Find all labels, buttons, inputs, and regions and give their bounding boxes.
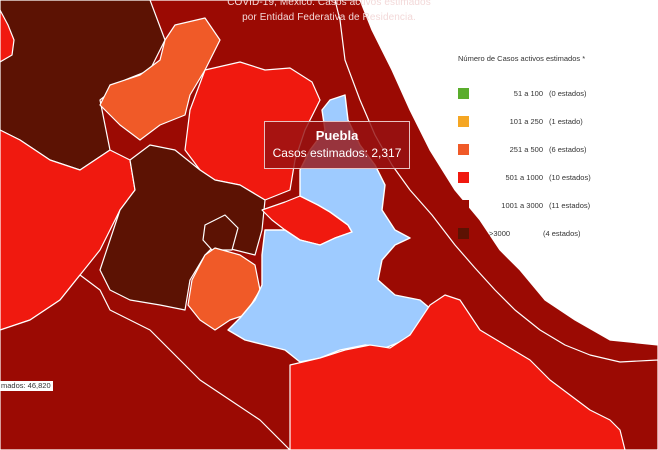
legend-item[interactable]: 251 a 500 (6 estados) — [458, 135, 656, 163]
legend-item[interactable]: 101 a 250 (1 estado) — [458, 107, 656, 135]
state-region-darkred-sw[interactable] — [0, 274, 291, 450]
legend-item[interactable]: 501 a 1000 (10 estados) — [458, 163, 656, 191]
legend-swatch — [458, 171, 469, 183]
map-title: COVID-19, México: Casos activos estimado… — [227, 0, 431, 8]
legend-count: (10 estados) — [549, 172, 591, 182]
legend-count: (6 estados) — [549, 144, 587, 154]
state-region-puebla[interactable] — [227, 94, 433, 363]
state-region-orange-south[interactable] — [187, 247, 261, 331]
legend-range: >3000 — [489, 228, 511, 238]
legend-swatch — [458, 199, 469, 211]
legend-title: Número de Casos activos estimados * — [458, 54, 586, 63]
legend-item[interactable]: 51 a 100 (0 estados) — [458, 79, 656, 107]
legend-range: 51 a 100 — [513, 88, 543, 98]
legend-count: (1 estado) — [549, 116, 583, 126]
legend-swatch — [458, 227, 469, 239]
legend: Número de Casos activos estimados * 51 a… — [458, 54, 656, 247]
state-region-red-south[interactable] — [289, 294, 626, 450]
legend-range: 501 a 1000 — [505, 172, 543, 182]
legend-count: (4 estados) — [543, 228, 581, 238]
state-region-dark-small[interactable] — [202, 214, 239, 251]
legend-count: (11 estados) — [549, 200, 591, 210]
legend-range: 1001 a 3000 — [501, 200, 543, 210]
tooltip-case-count: Casos estimados: 2,317 — [272, 146, 402, 160]
legend-item[interactable]: 1001 a 3000 (11 estados) — [458, 191, 656, 219]
state-region-red-topleft[interactable] — [0, 9, 15, 63]
state-tooltip: Puebla Casos estimados: 2,317 — [264, 121, 410, 169]
total-cases-label: mados: 46,820 — [0, 381, 53, 391]
map-subtitle: por Entidad Federativa de Residencia. — [242, 12, 416, 23]
legend-count: (0 estados) — [549, 88, 587, 98]
legend-range: 101 a 250 — [509, 116, 543, 126]
tooltip-state-name: Puebla — [315, 128, 359, 143]
state-region-orange-north[interactable] — [99, 17, 221, 141]
legend-item[interactable]: >3000 (4 estados) — [458, 219, 656, 247]
legend-swatch — [458, 115, 469, 127]
legend-swatch — [458, 143, 469, 155]
legend-swatch — [458, 87, 469, 99]
legend-range: 251 a 500 — [509, 144, 543, 154]
